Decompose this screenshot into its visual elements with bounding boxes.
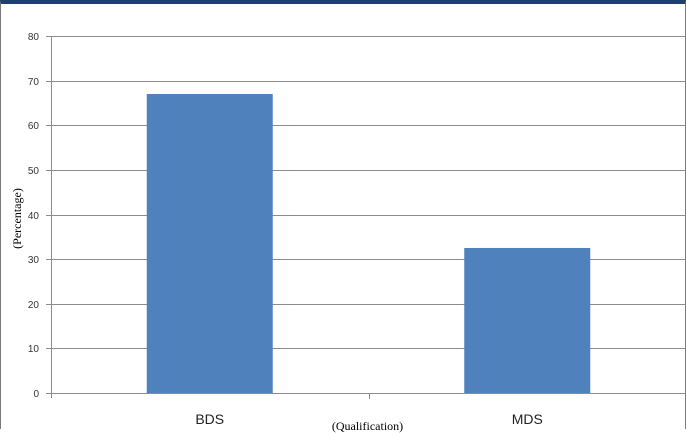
axes <box>46 36 686 399</box>
y-tick-label-60: 60 <box>28 121 40 132</box>
bar-bds <box>146 94 273 393</box>
x-tick-label-bds: BDS <box>195 411 224 427</box>
y-tick-label-50: 50 <box>28 166 40 177</box>
tick-labels: 0 10 20 30 40 50 60 70 80 BDS MDS <box>28 32 543 427</box>
y-tick-label-20: 20 <box>28 300 40 311</box>
y-tick-label-0: 0 <box>33 389 39 400</box>
bars <box>146 94 591 393</box>
y-axis-title: (Percentage) <box>10 188 24 249</box>
gridlines <box>51 36 686 349</box>
x-tick-label-mds: MDS <box>512 411 543 427</box>
y-tick-label-40: 40 <box>28 211 40 222</box>
y-tick-label-70: 70 <box>28 77 40 88</box>
y-tick-label-10: 10 <box>28 344 40 355</box>
y-tick-label-80: 80 <box>28 32 40 43</box>
bar-mds <box>464 247 591 393</box>
x-axis-title: (Qualification) <box>332 419 403 433</box>
y-tick-label-30: 30 <box>28 255 40 266</box>
